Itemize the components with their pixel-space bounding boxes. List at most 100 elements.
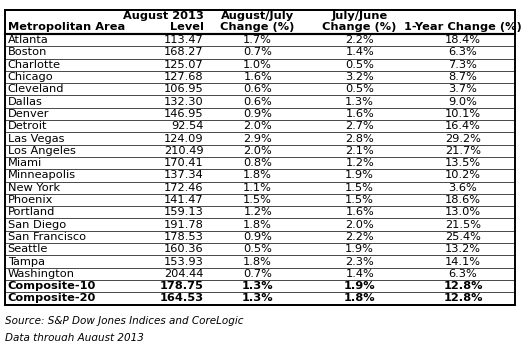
Text: 18.6%: 18.6% — [445, 195, 481, 205]
Text: 132.30: 132.30 — [164, 97, 203, 107]
Text: Source: S&P Dow Jones Indices and CoreLogic: Source: S&P Dow Jones Indices and CoreLo… — [5, 316, 244, 326]
Text: 2.3%: 2.3% — [345, 256, 374, 267]
Text: 164.53: 164.53 — [159, 293, 203, 303]
Text: 0.6%: 0.6% — [243, 97, 272, 107]
Text: 178.53: 178.53 — [164, 232, 203, 242]
Text: 3.6%: 3.6% — [449, 183, 477, 193]
Text: Change (%): Change (%) — [322, 21, 397, 31]
Text: 2.7%: 2.7% — [345, 121, 374, 131]
Text: San Diego: San Diego — [7, 220, 66, 229]
Text: Seattle: Seattle — [7, 244, 48, 254]
Text: 170.41: 170.41 — [164, 158, 203, 168]
Text: 0.8%: 0.8% — [243, 158, 272, 168]
Text: 178.75: 178.75 — [160, 281, 203, 291]
Text: 210.49: 210.49 — [164, 146, 203, 156]
Text: 92.54: 92.54 — [171, 121, 203, 131]
Text: Phoenix: Phoenix — [7, 195, 53, 205]
Text: 1.9%: 1.9% — [345, 170, 374, 180]
Text: 1.7%: 1.7% — [243, 35, 272, 45]
Text: Portland: Portland — [7, 207, 55, 217]
Text: Change (%): Change (%) — [220, 21, 295, 31]
Text: 1.6%: 1.6% — [345, 109, 374, 119]
Text: 168.27: 168.27 — [164, 47, 203, 57]
Text: 1.6%: 1.6% — [345, 207, 374, 217]
Text: 1.8%: 1.8% — [243, 220, 272, 229]
Text: Data through August 2013: Data through August 2013 — [5, 333, 144, 341]
Text: 2.0%: 2.0% — [345, 220, 374, 229]
Text: 12.8%: 12.8% — [443, 281, 483, 291]
Text: 146.95: 146.95 — [164, 109, 203, 119]
Text: 3.7%: 3.7% — [449, 84, 477, 94]
Text: Composite-20: Composite-20 — [7, 293, 96, 303]
Text: 137.34: 137.34 — [164, 170, 203, 180]
Text: 1.3%: 1.3% — [242, 293, 273, 303]
Text: San Francisco: San Francisco — [7, 232, 86, 242]
Text: Tampa: Tampa — [7, 256, 45, 267]
Text: 13.5%: 13.5% — [445, 158, 481, 168]
Text: 1.6%: 1.6% — [243, 72, 272, 82]
Text: 1.9%: 1.9% — [344, 281, 375, 291]
Text: 1-Year Change (%): 1-Year Change (%) — [404, 21, 522, 31]
Text: 0.7%: 0.7% — [243, 269, 272, 279]
Text: Boston: Boston — [7, 47, 47, 57]
Text: 6.3%: 6.3% — [449, 47, 477, 57]
Text: Miami: Miami — [7, 158, 42, 168]
Text: 141.47: 141.47 — [164, 195, 203, 205]
Text: 2.0%: 2.0% — [243, 121, 272, 131]
Text: Atlanta: Atlanta — [7, 35, 48, 45]
Text: 1.4%: 1.4% — [345, 47, 374, 57]
Text: 1.2%: 1.2% — [243, 207, 272, 217]
Text: Cleveland: Cleveland — [7, 84, 64, 94]
Text: 10.1%: 10.1% — [445, 109, 481, 119]
Text: 2.0%: 2.0% — [243, 146, 272, 156]
Text: 25.4%: 25.4% — [445, 232, 481, 242]
Text: 106.95: 106.95 — [164, 84, 203, 94]
Text: Level: Level — [169, 21, 203, 31]
Text: 153.93: 153.93 — [164, 256, 203, 267]
Text: 1.5%: 1.5% — [243, 195, 272, 205]
Text: Washington: Washington — [7, 269, 75, 279]
Text: August/July: August/July — [221, 11, 294, 21]
Text: 14.1%: 14.1% — [445, 256, 481, 267]
Text: 191.78: 191.78 — [164, 220, 203, 229]
Text: 1.3%: 1.3% — [242, 281, 273, 291]
Text: 1.1%: 1.1% — [243, 183, 272, 193]
Text: 9.0%: 9.0% — [449, 97, 477, 107]
Text: 29.2%: 29.2% — [445, 134, 481, 144]
Text: July/June: July/June — [331, 11, 388, 21]
Text: 124.09: 124.09 — [164, 134, 203, 144]
Text: 2.8%: 2.8% — [345, 134, 374, 144]
Text: 0.5%: 0.5% — [345, 84, 374, 94]
Text: 1.5%: 1.5% — [345, 183, 374, 193]
Text: 2.9%: 2.9% — [243, 134, 272, 144]
Text: Detroit: Detroit — [7, 121, 47, 131]
Text: 0.6%: 0.6% — [243, 84, 272, 94]
Text: Chicago: Chicago — [7, 72, 54, 82]
Text: 3.2%: 3.2% — [345, 72, 374, 82]
Text: 13.0%: 13.0% — [445, 207, 481, 217]
Text: 2.1%: 2.1% — [345, 146, 374, 156]
Text: 204.44: 204.44 — [164, 269, 203, 279]
Text: 10.2%: 10.2% — [445, 170, 481, 180]
Text: 2.2%: 2.2% — [345, 232, 374, 242]
Text: 18.4%: 18.4% — [445, 35, 481, 45]
Text: 2.2%: 2.2% — [345, 35, 374, 45]
Text: 172.46: 172.46 — [164, 183, 203, 193]
Text: 1.9%: 1.9% — [345, 244, 374, 254]
Text: Denver: Denver — [7, 109, 49, 119]
Text: Dallas: Dallas — [7, 97, 42, 107]
Text: 125.07: 125.07 — [164, 60, 203, 70]
Text: 1.5%: 1.5% — [345, 195, 374, 205]
Text: 0.9%: 0.9% — [243, 109, 272, 119]
Text: 1.8%: 1.8% — [243, 256, 272, 267]
Text: Charlotte: Charlotte — [7, 60, 61, 70]
Text: 0.5%: 0.5% — [345, 60, 374, 70]
Text: 1.2%: 1.2% — [345, 158, 374, 168]
Text: 160.36: 160.36 — [164, 244, 203, 254]
Text: 159.13: 159.13 — [164, 207, 203, 217]
Text: 1.8%: 1.8% — [344, 293, 375, 303]
Text: 0.5%: 0.5% — [243, 244, 272, 254]
Text: 113.47: 113.47 — [164, 35, 203, 45]
Text: 21.7%: 21.7% — [445, 146, 481, 156]
Text: Metropolitan Area: Metropolitan Area — [7, 21, 125, 31]
